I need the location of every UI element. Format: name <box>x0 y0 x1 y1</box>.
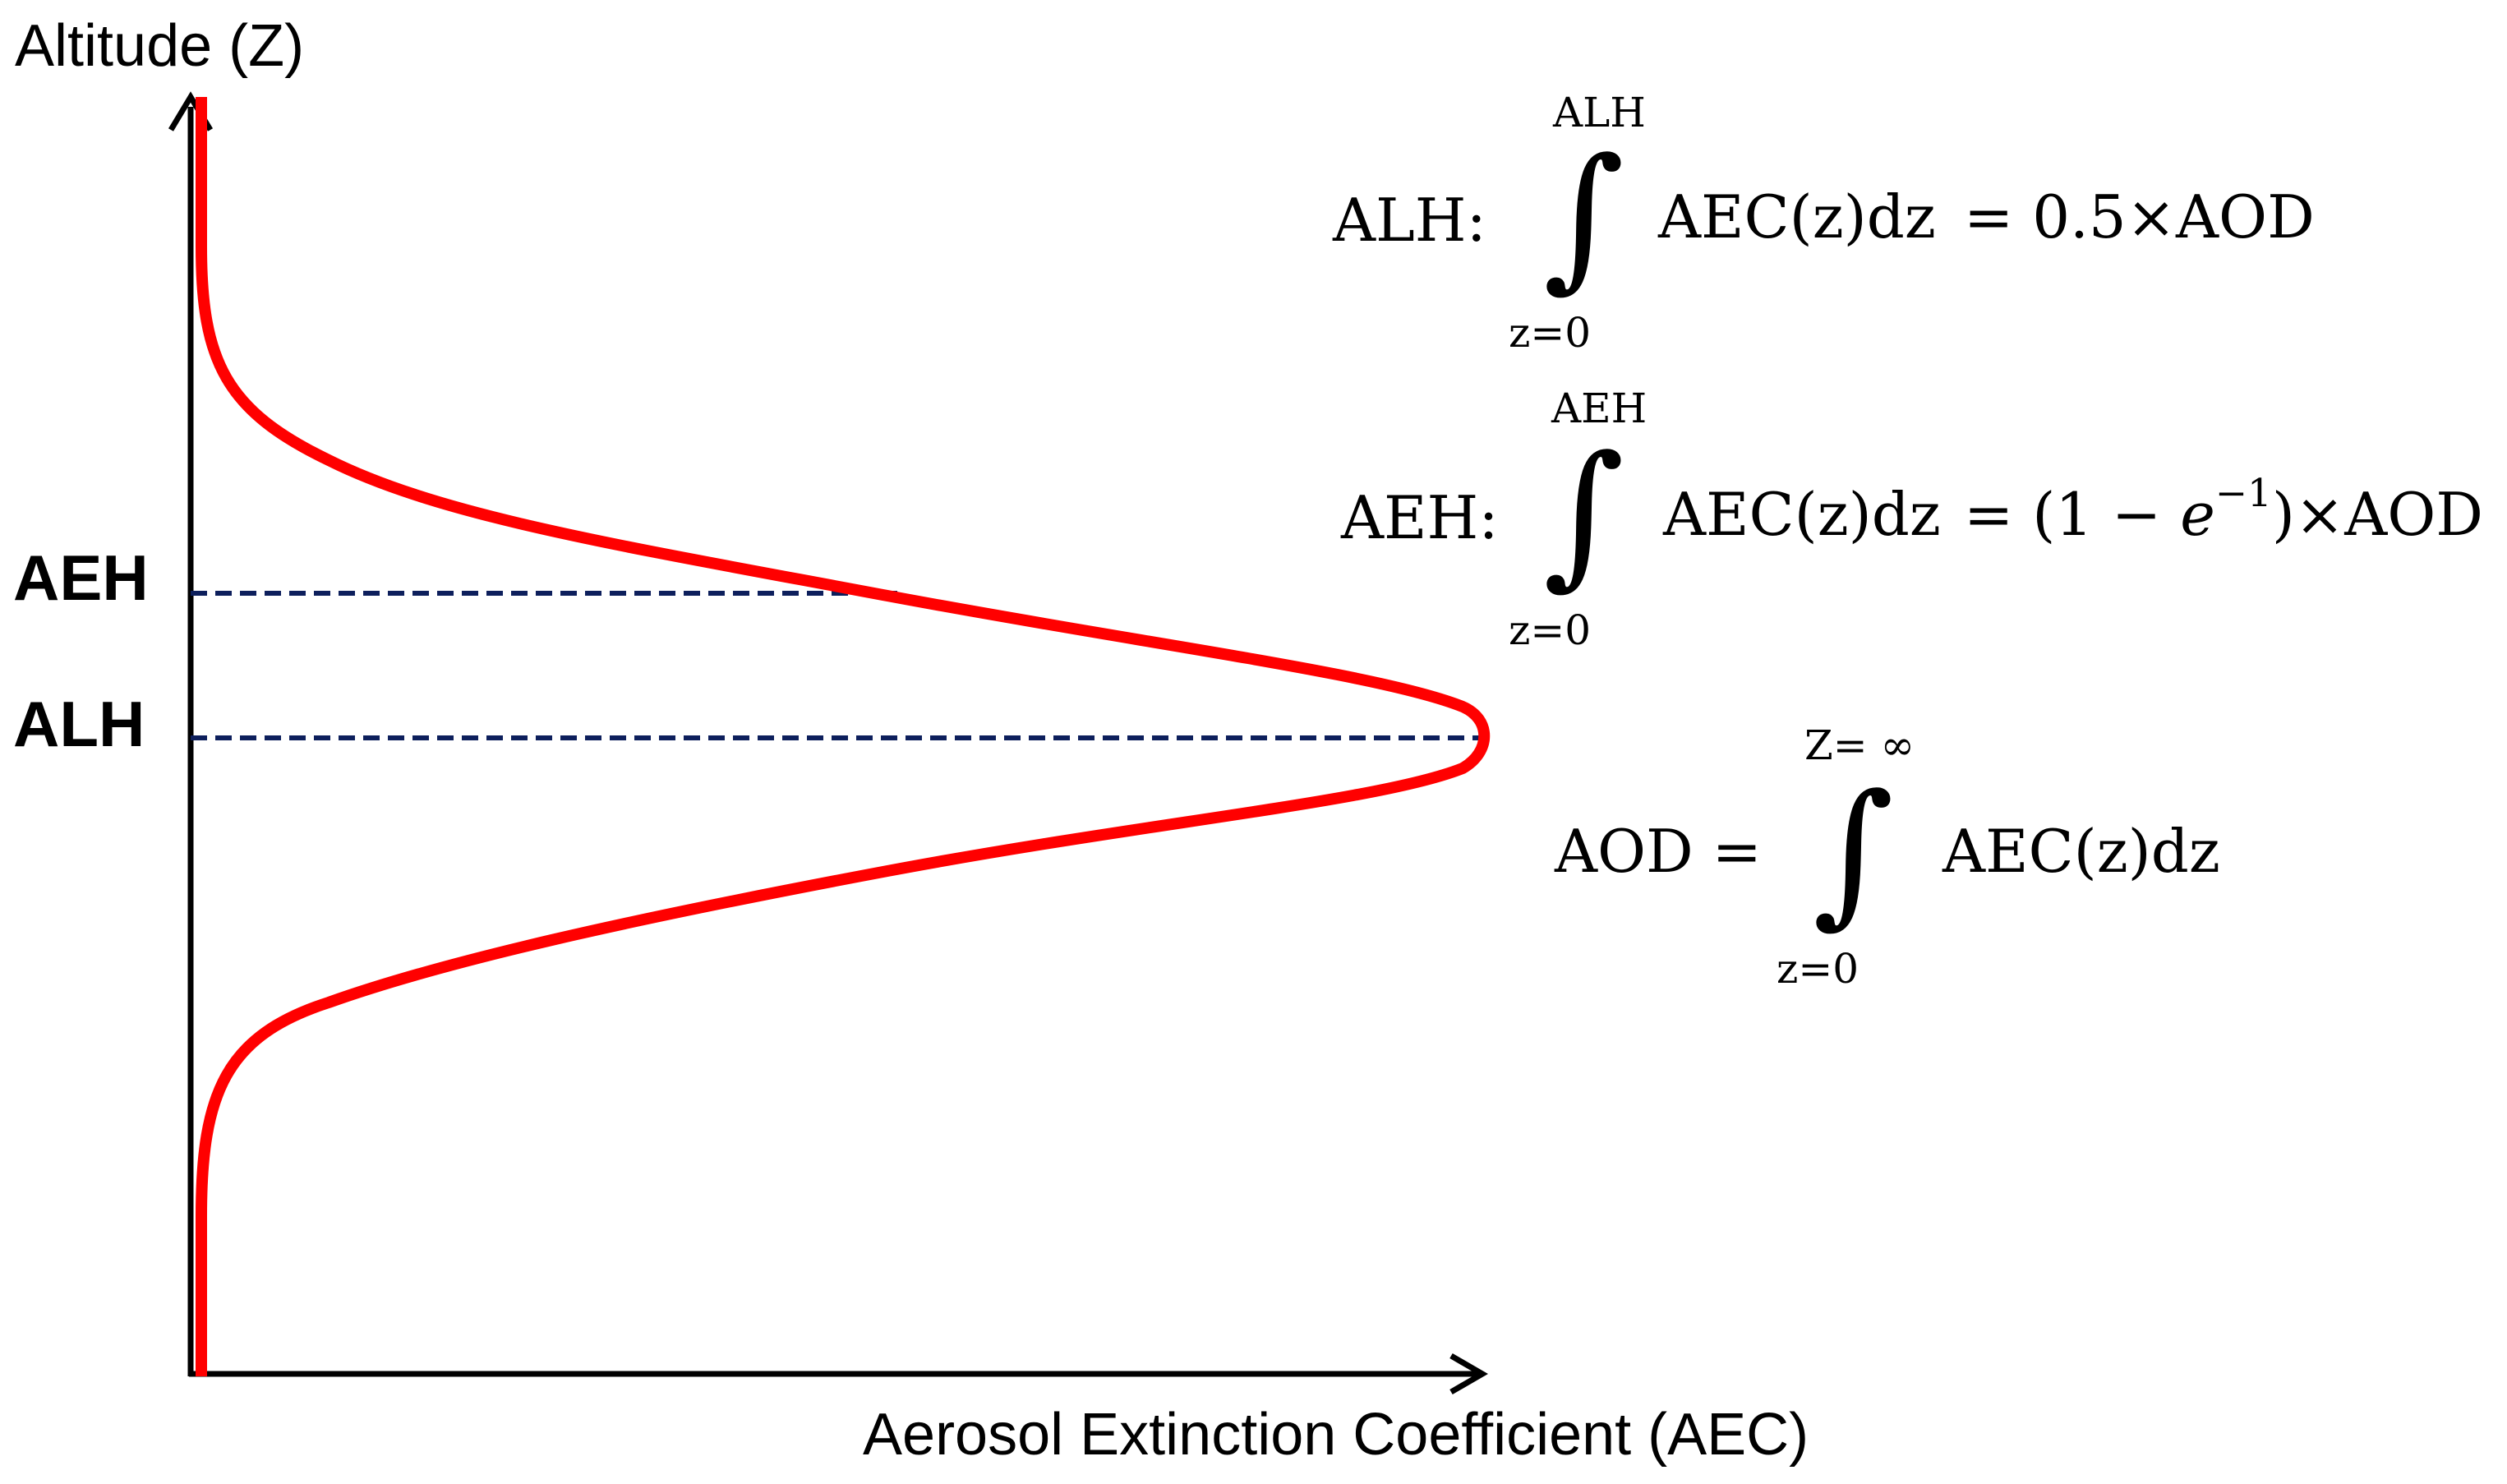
aeh-level-label: AEH <box>13 542 149 614</box>
x-axis-title: Aerosol Extinction Coefficient (AEC) <box>863 1402 1809 1468</box>
extinction-profile-curve <box>196 97 1491 1376</box>
aeh-lower-limit: z=0 <box>1509 606 1592 654</box>
alh-equation-name: ALH: <box>1333 186 1486 255</box>
aod-upper-limit: Z= ∞ <box>1804 721 1915 769</box>
alh-lower-limit: z=0 <box>1509 309 1592 357</box>
aeh-integral-symbol: ∫ <box>1543 422 1624 604</box>
aeh-rhs-e: e <box>2180 480 2215 549</box>
aeh-rhs-suffix: )×AOD <box>2271 480 2483 549</box>
alh-integral-symbol: ∫ <box>1543 125 1624 306</box>
alh-integrand: AEC(z)dz <box>1658 182 1936 251</box>
aeh-equation-name: AEH: <box>1341 483 1499 552</box>
aeh-equation-rhs: = (1 − e−1)×AOD <box>1964 475 2483 544</box>
alh-equation-rhs: = 0.5×AOD <box>1964 182 2315 251</box>
aeh-integrand: AEC(z)dz <box>1663 480 1941 549</box>
aod-equation-lhs: AOD = <box>1555 817 1762 886</box>
alh-level-label: ALH <box>13 688 145 760</box>
x-axis-arrowhead <box>1449 1353 1488 1395</box>
alh-upper-limit: ALH <box>1553 89 1646 136</box>
y-axis-title: Altitude (Z) <box>15 13 305 79</box>
aeh-rhs-exponent: −1 <box>2214 471 2272 516</box>
aeh-upper-limit: AEH <box>1551 385 1648 432</box>
aod-integral-symbol: ∫ <box>1813 761 1894 942</box>
aod-lower-limit: z=0 <box>1777 945 1860 993</box>
aeh-rhs-prefix: = (1 − <box>1964 480 2181 549</box>
aod-integrand: AEC(z)dz <box>1942 817 2220 886</box>
